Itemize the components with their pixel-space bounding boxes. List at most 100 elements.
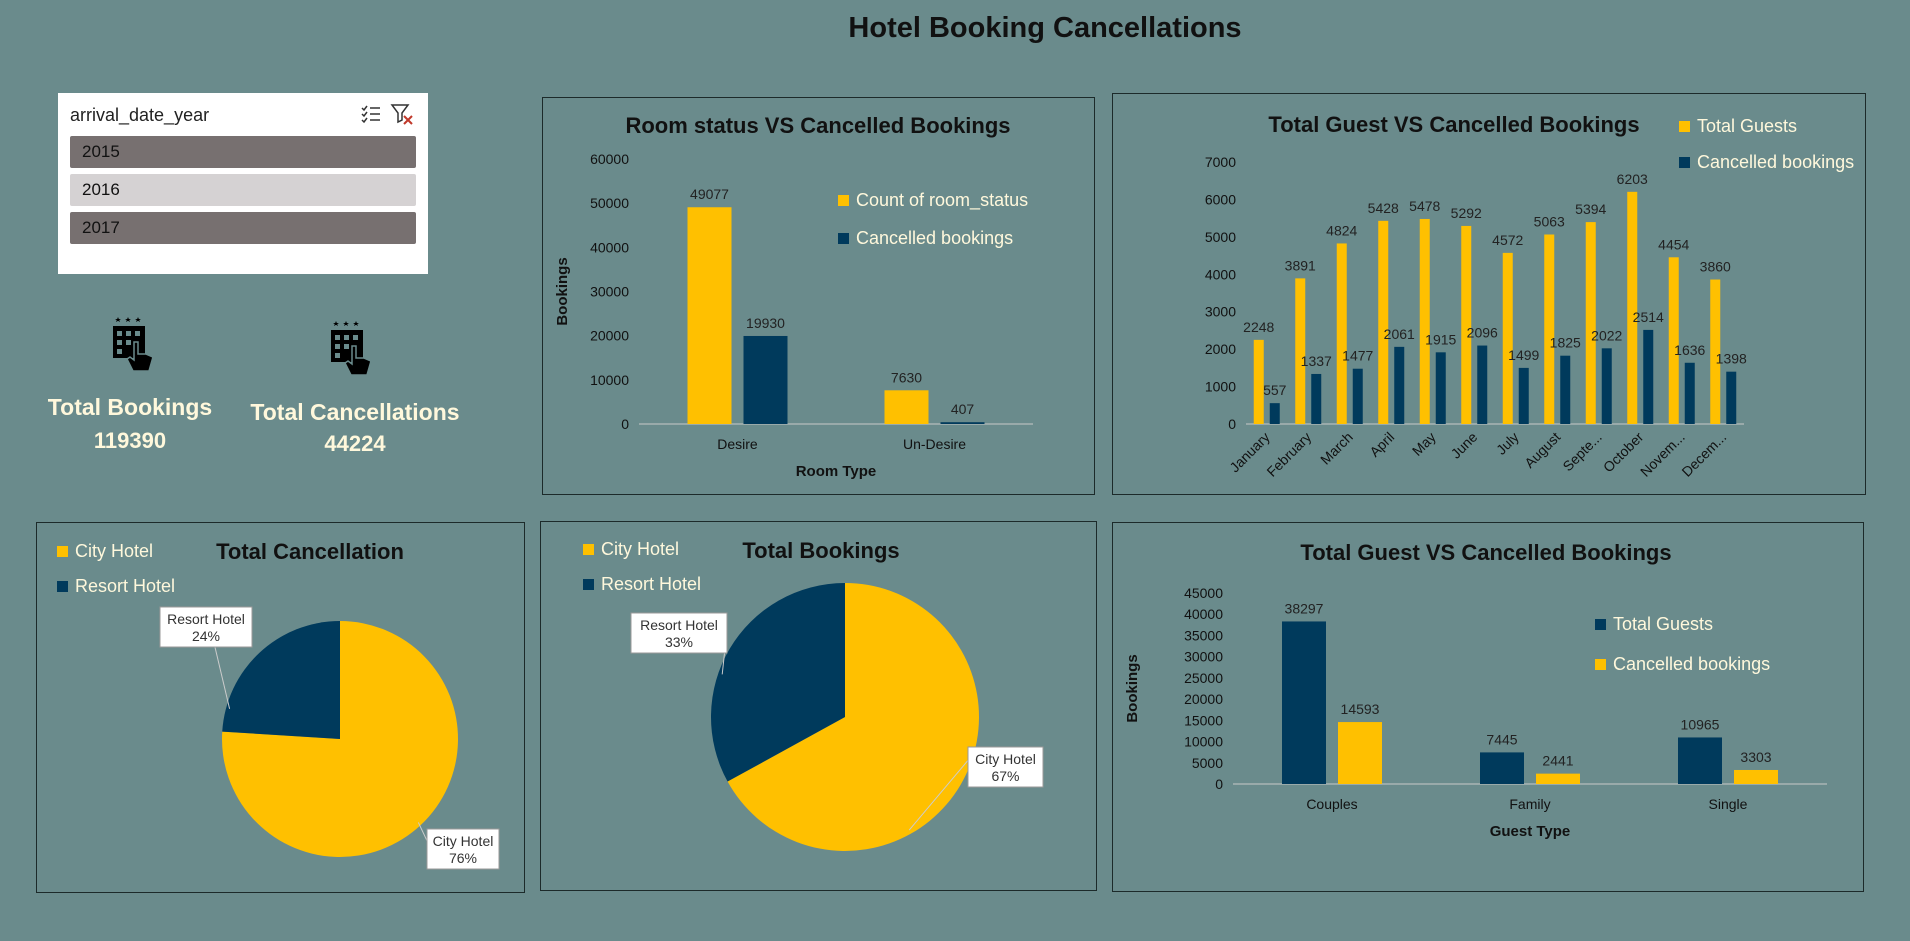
bar bbox=[1269, 403, 1280, 424]
year-slicer[interactable]: arrival_date_year 2015 2016 2017 bbox=[58, 93, 428, 274]
legend-swatch bbox=[583, 544, 594, 555]
legend-label: Count of room_status bbox=[856, 190, 1028, 211]
data-label: 557 bbox=[1263, 382, 1287, 398]
bar bbox=[1502, 252, 1513, 424]
bar bbox=[1336, 243, 1347, 424]
y-tick-label: 50000 bbox=[590, 195, 629, 211]
data-label: 3891 bbox=[1285, 257, 1316, 273]
slicer-item-2017[interactable]: 2017 bbox=[70, 212, 416, 244]
clear-filter-icon[interactable] bbox=[390, 103, 414, 130]
bar bbox=[1678, 737, 1722, 784]
data-label: 14593 bbox=[1341, 701, 1380, 717]
bookings-pie-chart: Total Bookings City Hotel 67% Resort Hotel 3… bbox=[540, 521, 1097, 891]
pie-slice bbox=[222, 621, 340, 739]
chart-title: Room status VS Cancelled Bookings bbox=[625, 113, 1010, 138]
data-label: 5292 bbox=[1451, 205, 1482, 221]
y-tick-label: 3000 bbox=[1205, 304, 1236, 320]
y-tick-label: 5000 bbox=[1205, 229, 1236, 245]
data-label: 2514 bbox=[1633, 309, 1664, 325]
legend-swatch bbox=[838, 233, 849, 244]
total-bookings-label: Total Bookings bbox=[47, 394, 213, 420]
bar bbox=[1477, 345, 1488, 424]
legend-swatch bbox=[1595, 619, 1606, 630]
guest-type-chart: Total Guest VS Cancelled Bookings 0 5000 10… bbox=[1112, 522, 1864, 892]
data-label: 4454 bbox=[1658, 236, 1689, 252]
x-tick-label: Family bbox=[1509, 796, 1550, 812]
data-label: 5063 bbox=[1534, 213, 1565, 229]
bar bbox=[1560, 355, 1571, 424]
y-tick-label: 30000 bbox=[1184, 649, 1223, 665]
bar bbox=[1461, 225, 1472, 424]
legend-label: Total Guests bbox=[1613, 614, 1713, 634]
multi-select-icon[interactable] bbox=[360, 103, 382, 130]
legend-swatch bbox=[583, 579, 594, 590]
callout-box bbox=[159, 606, 253, 648]
callout-leader bbox=[908, 757, 971, 831]
data-label: 38297 bbox=[1285, 600, 1324, 616]
y-tick-label: 0 bbox=[1215, 776, 1223, 792]
total-bookings-value: 119390 bbox=[93, 428, 167, 453]
bar bbox=[1536, 773, 1580, 784]
legend-label: Cancelled bookings bbox=[1613, 654, 1770, 674]
legend-swatch bbox=[838, 195, 849, 206]
data-label: 5478 bbox=[1409, 198, 1440, 214]
legend-label: Total Guests bbox=[1697, 116, 1797, 136]
legend-swatch bbox=[1595, 659, 1606, 670]
y-tick-label: 10000 bbox=[1184, 734, 1223, 750]
y-tick-label: 10000 bbox=[590, 372, 629, 388]
data-label: 2441 bbox=[1542, 753, 1573, 769]
data-label: 1915 bbox=[1425, 331, 1456, 347]
bar bbox=[1480, 752, 1524, 784]
legend-swatch bbox=[1679, 121, 1690, 132]
bar bbox=[1627, 191, 1638, 424]
y-tick-label: 5000 bbox=[1192, 755, 1223, 771]
dashboard-title: Hotel Booking Cancellations bbox=[848, 12, 1242, 44]
x-axis-label: Room Type bbox=[796, 463, 877, 480]
data-label: 1825 bbox=[1550, 335, 1581, 351]
y-tick-label: 25000 bbox=[1184, 670, 1223, 686]
y-tick-label: 15000 bbox=[1184, 712, 1223, 728]
bar bbox=[1394, 346, 1405, 424]
y-tick-label: 0 bbox=[1228, 416, 1236, 432]
legend-label: Resort Hotel bbox=[601, 574, 701, 594]
legend-label: Resort Hotel bbox=[75, 576, 175, 596]
bar bbox=[1518, 367, 1529, 424]
data-label: 7630 bbox=[891, 369, 922, 385]
x-tick-label: Single bbox=[1709, 796, 1748, 812]
y-tick-label: 1000 bbox=[1205, 379, 1236, 395]
bar bbox=[1668, 257, 1679, 424]
y-tick-label: 0 bbox=[621, 416, 629, 432]
data-label: 2061 bbox=[1384, 326, 1415, 342]
slicer-item-2016[interactable]: 2016 bbox=[70, 174, 416, 206]
monthly-guests-chart: Total Guest VS Cancelled Bookings 0 1000 20… bbox=[1112, 93, 1866, 495]
bar bbox=[1684, 362, 1695, 424]
data-label: 5394 bbox=[1575, 201, 1606, 217]
x-tick-label: February bbox=[1263, 429, 1314, 480]
bar bbox=[1544, 234, 1555, 424]
y-tick-label: 20000 bbox=[1184, 691, 1223, 707]
slice-percent-label: 76% bbox=[449, 850, 477, 866]
data-label: 407 bbox=[951, 401, 975, 417]
bar bbox=[1734, 769, 1778, 784]
x-tick-label: Desire bbox=[717, 436, 758, 452]
slicer-title: arrival_date_year bbox=[70, 105, 210, 125]
bar bbox=[884, 390, 929, 424]
y-tick-label: 30000 bbox=[590, 284, 629, 300]
room-status-chart: Room status VS Cancelled Bookings 0 10000 2… bbox=[542, 97, 1095, 495]
slicer-item-2015[interactable]: 2015 bbox=[70, 136, 416, 168]
data-label: 1499 bbox=[1508, 347, 1539, 363]
bar bbox=[1585, 222, 1596, 424]
bar bbox=[1601, 348, 1612, 424]
data-label: 1398 bbox=[1716, 351, 1747, 367]
y-tick-label: 7000 bbox=[1205, 154, 1236, 170]
callout-box bbox=[967, 746, 1044, 788]
cancellation-pie-chart: Total Cancellation City Hotel 76% Resort Ho… bbox=[36, 522, 525, 893]
legend-swatch bbox=[57, 546, 68, 557]
x-tick-label: Un-Desire bbox=[903, 436, 966, 452]
data-label: 3303 bbox=[1740, 749, 1771, 765]
slice-label: Resort Hotel bbox=[167, 611, 245, 627]
x-tick-label: August bbox=[1521, 429, 1563, 471]
total-cancellations-value: 44224 bbox=[324, 431, 386, 456]
bar bbox=[743, 335, 788, 424]
slice-label: City Hotel bbox=[433, 833, 494, 849]
